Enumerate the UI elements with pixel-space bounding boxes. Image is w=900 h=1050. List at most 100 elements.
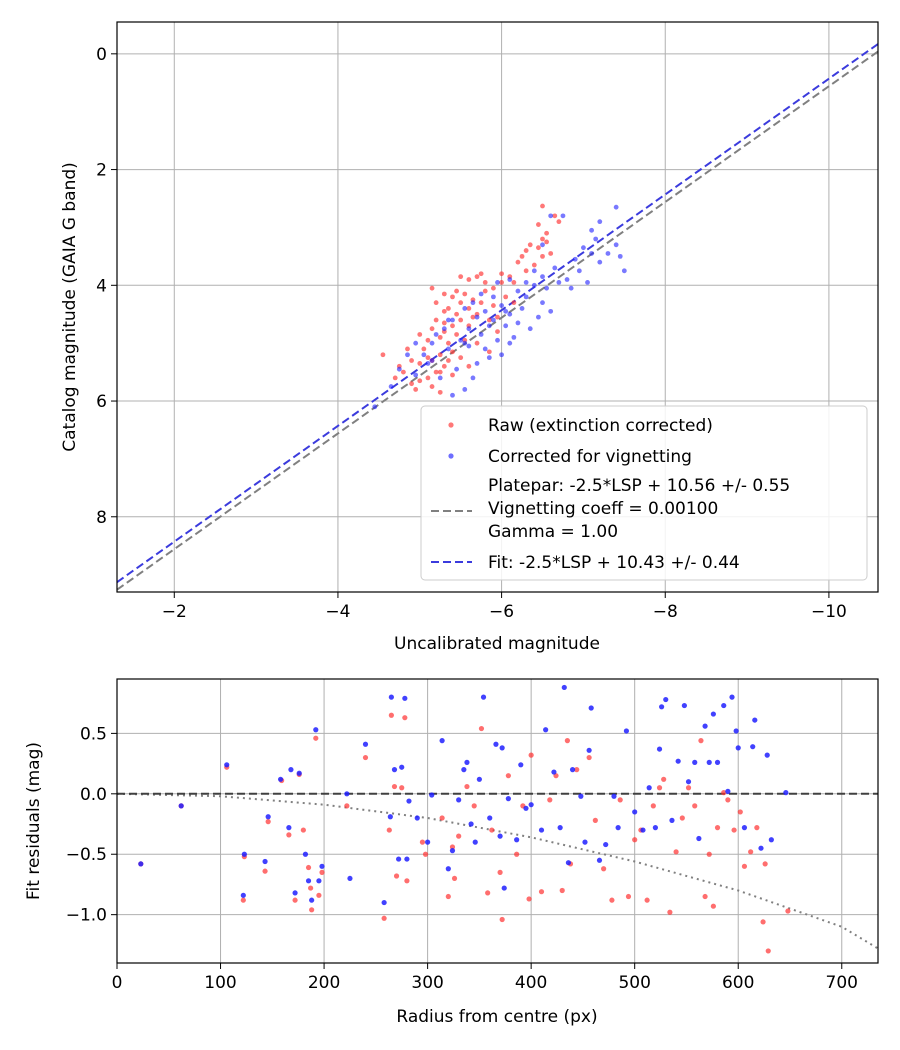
raw-point xyxy=(466,363,472,369)
raw-point xyxy=(523,268,529,274)
corrected-point xyxy=(466,343,472,349)
corrected-point xyxy=(528,802,534,808)
raw-point xyxy=(527,242,533,248)
top-x-axis-label: Uncalibrated magnitude xyxy=(394,634,600,654)
corrected-point xyxy=(523,805,529,811)
corrected-point xyxy=(556,280,562,285)
corrected-point xyxy=(499,352,504,358)
raw-point xyxy=(547,797,553,803)
raw-point xyxy=(462,291,468,297)
raw-point xyxy=(344,803,350,809)
bottom-x-axis-label: Radius from centre (px) xyxy=(396,1007,597,1027)
corrected-point xyxy=(544,285,549,291)
corrected-point xyxy=(421,352,427,358)
raw-point xyxy=(309,907,315,913)
corrected-point xyxy=(752,717,758,723)
raw-point xyxy=(725,797,731,803)
corrected-point xyxy=(536,314,541,320)
corrected-point xyxy=(758,845,764,851)
raw-point xyxy=(433,317,439,323)
raw-point xyxy=(451,875,458,882)
corrected-point xyxy=(437,375,443,381)
corrected-point xyxy=(288,767,294,773)
corrected-point xyxy=(611,793,617,799)
corrected-point xyxy=(456,797,462,803)
raw-point xyxy=(503,294,509,300)
corrected-point xyxy=(286,825,292,831)
corrected-point xyxy=(675,758,681,764)
corrected-point xyxy=(480,694,487,700)
raw-point xyxy=(495,314,500,320)
raw-point xyxy=(499,271,504,277)
raw-point xyxy=(437,369,443,375)
corrected-point xyxy=(464,759,470,765)
y-tick-label: 8 xyxy=(96,508,107,528)
corrected-point xyxy=(316,878,322,884)
raw-point xyxy=(661,776,667,782)
corrected-point xyxy=(589,227,595,233)
corrected-point xyxy=(681,702,687,709)
raw-point xyxy=(536,222,541,227)
legend-raw-marker xyxy=(448,422,454,428)
raw-point xyxy=(760,919,766,925)
corrected-point xyxy=(623,728,630,734)
y-tick-label: 0.0 xyxy=(80,785,107,805)
raw-point xyxy=(449,844,456,850)
corrected-point xyxy=(462,306,468,311)
corrected-point xyxy=(659,704,665,710)
corrected-point xyxy=(445,866,451,872)
y-tick-label: −0.5 xyxy=(66,845,107,865)
raw-point xyxy=(429,326,435,332)
raw-point xyxy=(702,893,708,900)
raw-point xyxy=(441,363,447,369)
corrected-point xyxy=(783,790,789,796)
corrected-point xyxy=(499,303,504,308)
corrected-point xyxy=(514,837,520,843)
corrected-point xyxy=(429,792,435,798)
raw-point xyxy=(417,332,423,337)
raw-point xyxy=(673,849,679,855)
corrected-point xyxy=(613,204,619,210)
corrected-point xyxy=(493,741,499,747)
corrected-point xyxy=(750,744,756,750)
corrected-point xyxy=(501,885,507,891)
raw-point xyxy=(538,889,545,895)
corrected-point xyxy=(589,251,595,256)
corrected-point xyxy=(388,384,394,389)
raw-point xyxy=(388,712,394,718)
raw-point xyxy=(429,384,435,389)
corrected-point xyxy=(523,280,529,285)
corrected-point xyxy=(482,346,488,352)
corrected-point xyxy=(319,863,325,869)
raw-point xyxy=(559,887,565,894)
raw-point xyxy=(609,897,615,903)
raw-point xyxy=(466,277,472,282)
raw-point xyxy=(441,308,447,314)
y-tick-label: 0 xyxy=(96,45,107,65)
corrected-point xyxy=(515,320,521,326)
legend-platepar-line-3: Gamma = 1.00 xyxy=(488,522,618,542)
raw-point xyxy=(421,346,427,352)
x-tick-label: 0 xyxy=(112,973,123,993)
corrected-point xyxy=(406,798,412,804)
raw-point xyxy=(586,754,592,761)
corrected-point xyxy=(450,392,455,398)
raw-point xyxy=(482,288,488,294)
raw-point xyxy=(433,369,439,375)
corrected-point xyxy=(503,308,509,314)
corrected-point xyxy=(503,323,509,329)
raw-point xyxy=(413,387,419,392)
raw-point xyxy=(556,219,562,225)
raw-point xyxy=(454,311,459,317)
corrected-point xyxy=(454,366,459,372)
raw-point xyxy=(433,300,439,306)
raw-point xyxy=(404,878,410,884)
raw-point xyxy=(765,948,771,954)
raw-point xyxy=(441,291,447,297)
raw-point xyxy=(754,825,760,831)
corrected-point xyxy=(696,835,702,842)
raw-point xyxy=(540,236,545,242)
corrected-point xyxy=(540,300,545,306)
corrected-point xyxy=(507,311,513,317)
raw-point xyxy=(536,245,541,251)
